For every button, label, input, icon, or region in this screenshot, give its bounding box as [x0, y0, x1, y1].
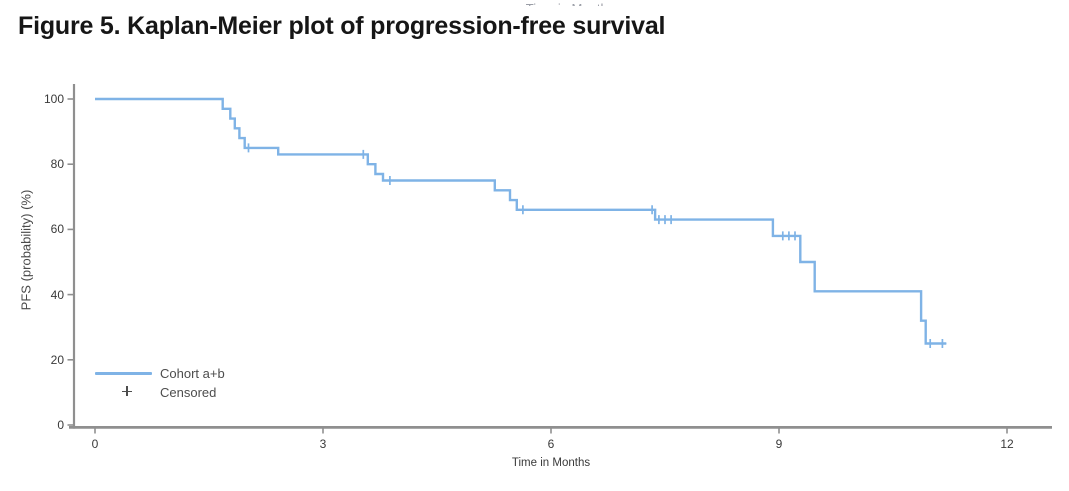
- legend-line-swatch: [95, 372, 152, 375]
- censor-marks: [244, 143, 947, 348]
- y-tick-label: 100: [43, 92, 64, 106]
- x-tick-label: 12: [1000, 437, 1014, 451]
- y-tick-label: 60: [50, 222, 64, 237]
- legend-label-censored: Censored: [160, 385, 217, 400]
- y-tick-label: 40: [50, 287, 64, 302]
- legend-plus-icon: [122, 386, 132, 396]
- figure-title: Figure 5. Kaplan-Meier plot of progressi…: [18, 12, 666, 40]
- x-tick-label: 3: [319, 437, 327, 451]
- km-survival-curve: [95, 97, 947, 345]
- cropped-axis-label-text: Time in Months: [526, 1, 614, 6]
- y-tick-label: 0: [57, 418, 64, 432]
- x-axis-title: Time in Months: [511, 457, 591, 469]
- x-tick-label: 6: [547, 437, 555, 451]
- legend-label-cohort: Cohort a+b: [160, 366, 225, 381]
- y-tick-label: 80: [50, 157, 64, 172]
- x-tick-label: 9: [775, 437, 783, 451]
- cropped-previous-axis-label: Time in Months: [500, 0, 640, 6]
- y-tick-label: 20: [50, 352, 64, 367]
- x-tick-label: 0: [91, 437, 99, 451]
